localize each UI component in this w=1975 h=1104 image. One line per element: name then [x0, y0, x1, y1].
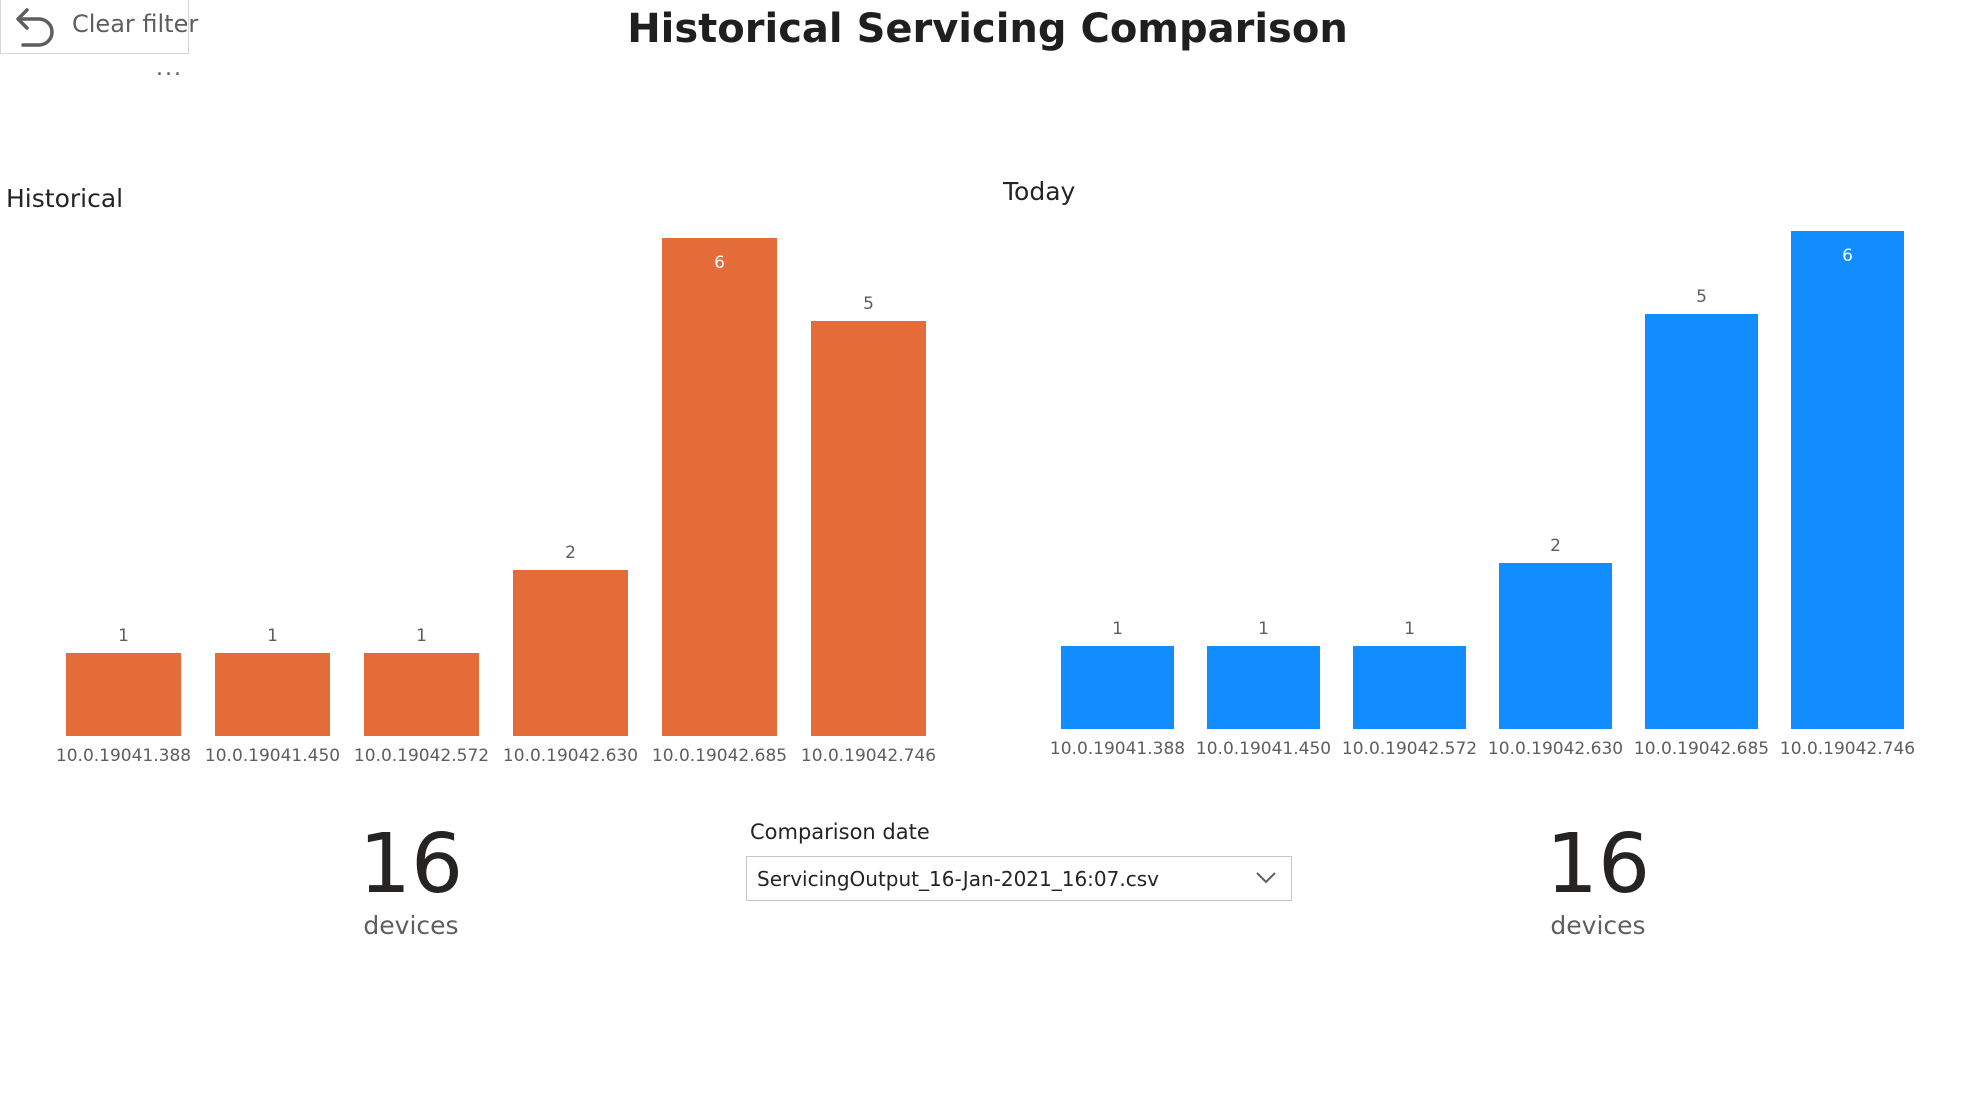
historical-data-label-1: 1 [118, 626, 129, 646]
today-bar-4[interactable] [1499, 563, 1612, 729]
historical-bar-1[interactable] [66, 653, 181, 736]
clear-filter-label: Clear filter [72, 10, 199, 38]
historical-tick-label-2: 10.0.19041.450 [205, 746, 340, 766]
today-tick-label-6: 10.0.19042.746 [1780, 739, 1915, 759]
clear-filter-button[interactable]: Clear filter [0, 0, 198, 54]
today-data-label-5: 5 [1696, 287, 1707, 307]
today-data-label-1: 1 [1112, 619, 1123, 639]
today-bar-6[interactable] [1791, 231, 1904, 729]
historical-data-label-2: 1 [267, 626, 278, 646]
historical-tick-label-5: 10.0.19042.685 [652, 746, 787, 766]
historical-data-label-5: 6 [714, 253, 725, 273]
today-data-label-2: 1 [1258, 619, 1269, 639]
today-device-unit: devices [1550, 911, 1646, 940]
historical-tick-label-4: 10.0.19042.630 [503, 746, 638, 766]
comparison-date-label: Comparison date [750, 820, 930, 844]
historical-data-label-4: 2 [565, 543, 576, 563]
historical-bar-5[interactable] [662, 238, 777, 736]
comparison-date-dropdown[interactable]: ServicingOutput_16-Jan-2021_16:07.csv [746, 856, 1292, 901]
page-title: Historical Servicing Comparison [627, 6, 1348, 52]
undo-arrow-icon [16, 8, 54, 47]
historical-bar-3[interactable] [364, 653, 479, 736]
today-bar-1[interactable] [1061, 646, 1174, 729]
today-data-label-4: 2 [1550, 536, 1561, 556]
chevron-down-icon [1256, 872, 1276, 884]
historical-device-unit: devices [363, 911, 459, 940]
historical-bar-4[interactable] [513, 570, 628, 736]
historical-data-label-6: 5 [863, 294, 874, 314]
historical-bar-2[interactable] [215, 653, 330, 736]
comparison-date-selected: ServicingOutput_16-Jan-2021_16:07.csv [757, 867, 1159, 891]
today-data-label-3: 1 [1404, 619, 1415, 639]
today-bar-3[interactable] [1353, 646, 1466, 729]
today-tick-label-3: 10.0.19042.572 [1342, 739, 1477, 759]
today-tick-label-4: 10.0.19042.630 [1488, 739, 1623, 759]
today-data-label-6: 6 [1842, 246, 1853, 266]
bar-charts-canvas: 1 10.0.19041.388 1 10.0.19041.450 1 10.0.1904… [56, 231, 1915, 766]
more-options-icon[interactable]: ... [156, 56, 183, 81]
today-device-count: 16 [1545, 817, 1651, 912]
historical-chart-title: Historical [6, 184, 124, 213]
today-bar-5[interactable] [1645, 314, 1758, 729]
today-tick-label-1: 10.0.19041.388 [1050, 739, 1185, 759]
historical-tick-label-3: 10.0.19042.572 [354, 746, 489, 766]
historical-bar-6[interactable] [811, 321, 926, 736]
today-device-card: 16 devices [1468, 820, 1728, 942]
historical-tick-label-6: 10.0.19042.746 [801, 746, 936, 766]
today-chart-title: Today [1003, 177, 1076, 206]
today-bar-2[interactable] [1207, 646, 1320, 729]
historical-tick-label-1: 10.0.19041.388 [56, 746, 191, 766]
today-tick-label-5: 10.0.19042.685 [1634, 739, 1769, 759]
historical-device-count: 16 [358, 817, 464, 912]
historical-device-card: 16 devices [281, 820, 541, 942]
today-tick-label-2: 10.0.19041.450 [1196, 739, 1331, 759]
historical-data-label-3: 1 [416, 626, 427, 646]
